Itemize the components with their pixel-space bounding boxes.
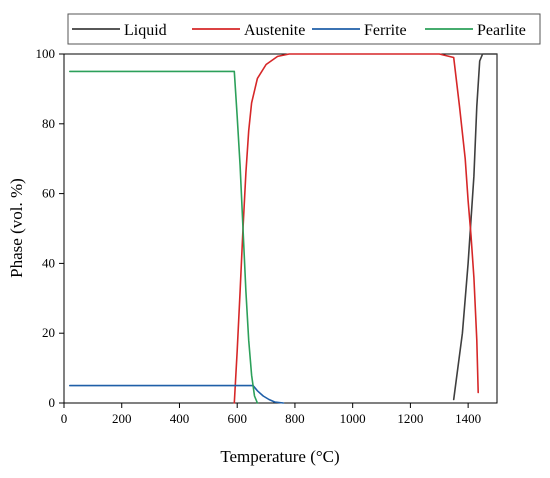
series-line-liquid — [452, 53, 498, 401]
y-tick-label: 20 — [42, 325, 55, 340]
x-tick-label: 600 — [227, 411, 247, 426]
series-line-austenite — [233, 53, 480, 404]
x-tick-label: 1000 — [340, 411, 366, 426]
legend-label-austenite: Austenite — [244, 22, 305, 39]
legend-label-liquid: Liquid — [124, 22, 167, 39]
legend: Liquid Austenite Ferrite Pearlite — [67, 13, 541, 45]
series-line-ferrite — [69, 384, 285, 404]
y-axis: 0 20 40 60 80 100 — [36, 46, 64, 410]
x-tick-label: 1200 — [397, 411, 423, 426]
x-tick-label: 800 — [285, 411, 305, 426]
legend-label-ferrite: Ferrite — [364, 22, 407, 39]
series-layer — [69, 53, 498, 404]
x-tick-label: 200 — [112, 411, 132, 426]
x-tick-label: 1400 — [455, 411, 481, 426]
x-axis: 0 200 400 600 800 1000 1200 1400 — [61, 403, 481, 426]
x-axis-title: Temperature (°C) — [220, 447, 339, 466]
x-tick-label: 400 — [170, 411, 190, 426]
y-tick-label: 80 — [42, 116, 55, 131]
y-tick-label: 0 — [49, 395, 56, 410]
y-tick-label: 40 — [42, 255, 55, 270]
y-axis-title: Phase (vol. %) — [7, 178, 26, 278]
y-tick-label: 60 — [42, 186, 55, 201]
legend-label-pearlite: Pearlite — [477, 22, 526, 39]
y-tick-label: 100 — [36, 46, 56, 61]
x-tick-label: 0 — [61, 411, 68, 426]
series-line-pearlite — [69, 70, 259, 404]
